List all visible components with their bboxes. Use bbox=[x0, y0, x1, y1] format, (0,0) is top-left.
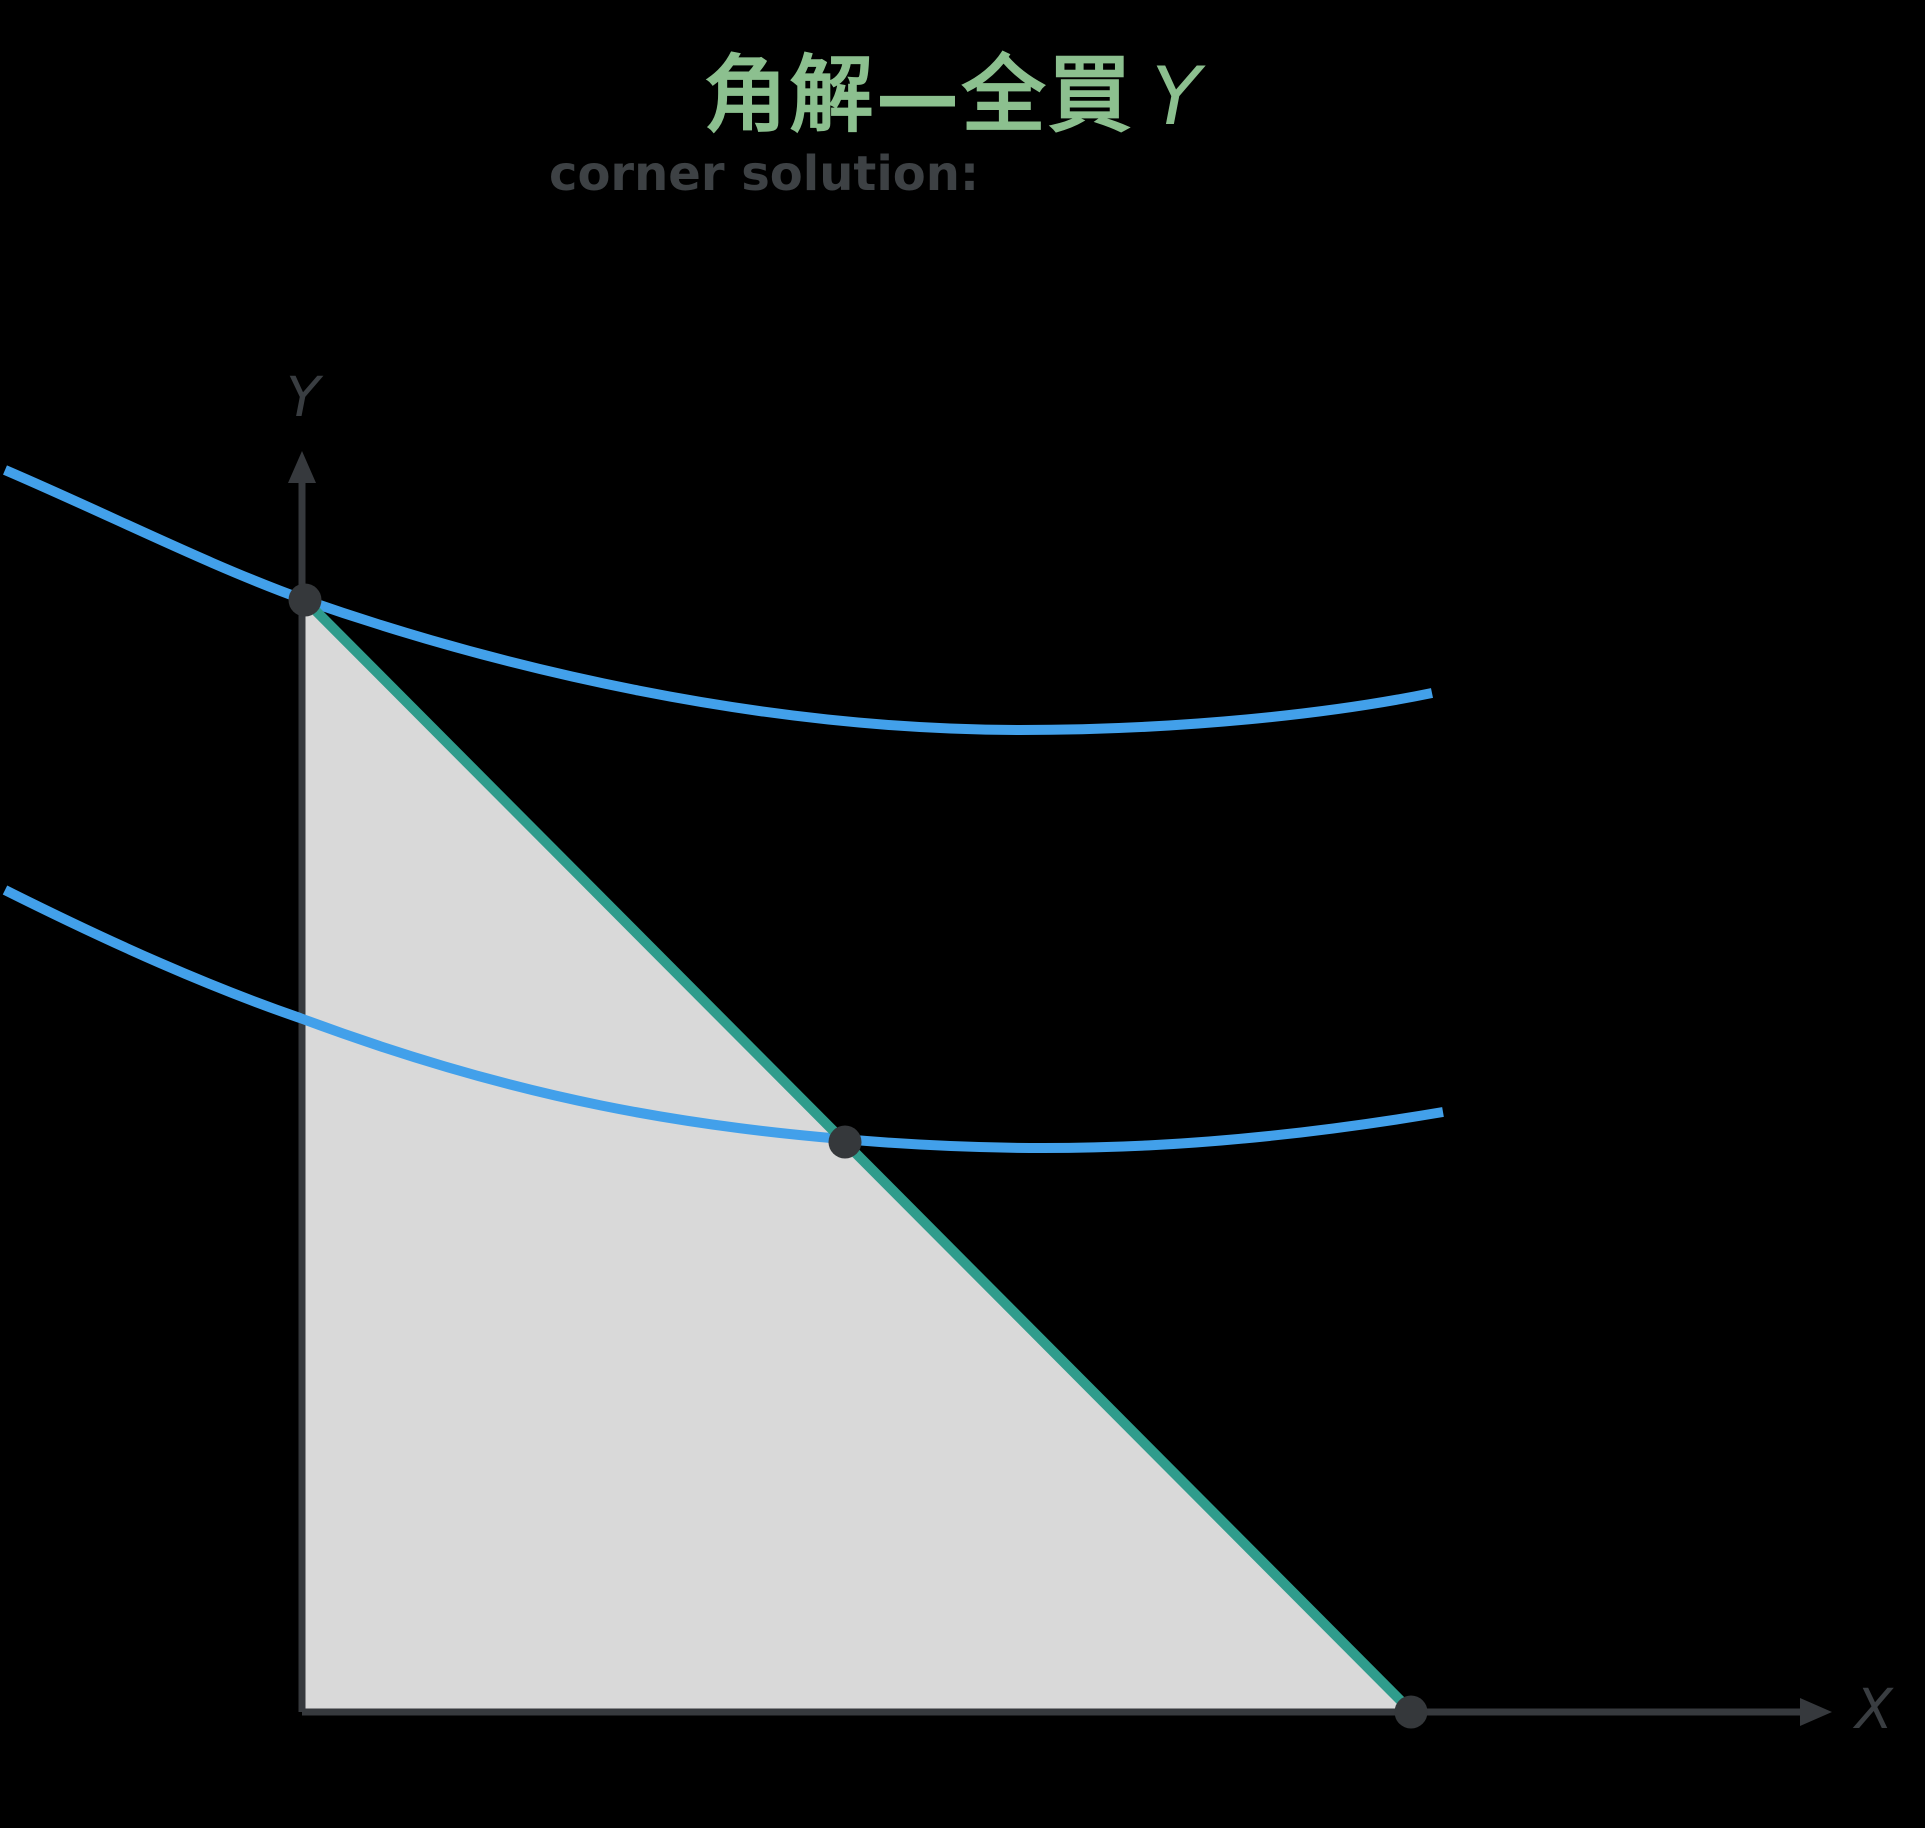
budget-line bbox=[301, 596, 1415, 1715]
budget-crossing-point bbox=[828, 1125, 862, 1159]
figure-subtitle: corner solution: bbox=[549, 146, 980, 202]
y-axis-label: Y bbox=[286, 365, 320, 429]
figure-title-variable: Y bbox=[1151, 50, 1203, 143]
x-axis-label: X bbox=[1855, 1677, 1893, 1741]
y-axis-arrow-icon bbox=[288, 451, 316, 483]
x-axis-arrow-icon bbox=[1800, 1698, 1832, 1726]
figure-title: 角解—全買 Y bbox=[704, 28, 1203, 149]
x-intercept-point bbox=[1394, 1695, 1428, 1729]
indifference-curve-lower bbox=[2, 885, 1444, 1154]
corner-solution-point bbox=[288, 583, 322, 617]
figure-title-main: 角解—全買 bbox=[703, 46, 1134, 144]
indifference-curve-upper bbox=[3, 465, 1434, 736]
